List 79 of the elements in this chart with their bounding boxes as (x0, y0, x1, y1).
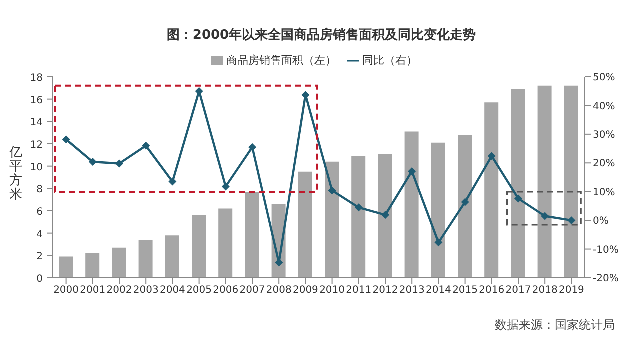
bar (245, 192, 260, 278)
y-tick-label: 6 (36, 207, 43, 218)
y2-tick-label: 40% (593, 101, 616, 112)
point (434, 238, 443, 247)
chart-title: 图：2000年以来全国商品房销售面积及同比变化走势 (166, 26, 478, 45)
y-tick-label: 2 (36, 252, 43, 263)
y2-tick-label: 30% (593, 130, 616, 141)
point (514, 194, 522, 203)
x-tick-label: 2015 (452, 285, 478, 296)
bar (511, 89, 526, 278)
point (488, 152, 496, 160)
x-tick-label: 2019 (558, 285, 584, 296)
x-tick-label: 2000 (54, 285, 80, 296)
bar (538, 86, 552, 278)
bar (59, 256, 73, 278)
point (142, 142, 150, 150)
point (461, 198, 470, 206)
bar (404, 132, 419, 278)
bar (218, 208, 233, 278)
legend-label: 商品房销售面积（左） (226, 54, 336, 67)
x-tick-label: 2006 (213, 285, 239, 296)
y-tick-label: 18 (30, 73, 43, 84)
bar (378, 154, 392, 278)
point (62, 136, 70, 144)
y2-tick-label: -10% (593, 244, 619, 256)
y2-tick-label: 50% (593, 72, 616, 84)
bar (431, 142, 446, 278)
y-tick-label: 0 (36, 274, 43, 285)
x-tick-label: 2005 (186, 285, 212, 296)
x-tick-label: 2010 (320, 285, 346, 296)
x-tick-label: 2002 (106, 285, 132, 296)
x-tick-label: 2001 (80, 285, 106, 296)
bar (458, 135, 472, 278)
y2-tick-label: 20% (593, 158, 616, 170)
y-tick-label: 10 (30, 162, 43, 174)
bar (112, 248, 126, 278)
x-tick-label: 2003 (133, 285, 159, 296)
bar (138, 240, 153, 278)
bar (484, 102, 499, 278)
x-tick-label: 2013 (399, 285, 425, 296)
x-tick-label: 2007 (240, 285, 266, 296)
bar (325, 162, 339, 278)
bar (192, 215, 206, 278)
bar (564, 86, 578, 278)
point (116, 160, 124, 168)
bar (165, 236, 180, 278)
point (382, 211, 390, 220)
legend-label: 同比（右） (362, 54, 418, 67)
point (248, 143, 256, 152)
bar (298, 172, 312, 278)
point (222, 182, 230, 191)
x-tick-label: 2004 (160, 285, 186, 296)
x-tick-label: 2014 (426, 285, 452, 296)
y-axis-title: 亿平方米 (8, 146, 22, 202)
point (168, 178, 177, 186)
x-tick-label: 2017 (506, 285, 532, 296)
y-tick-label: 12 (30, 140, 43, 151)
point (541, 212, 550, 220)
point (568, 216, 576, 225)
x-tick-label: 2018 (532, 285, 558, 296)
x-tick-label: 2011 (346, 285, 372, 296)
bar (86, 253, 100, 278)
y-tick-label: 14 (30, 118, 43, 129)
y2-tick-label: 0% (593, 216, 609, 228)
y2-tick-label: 10% (593, 187, 616, 198)
source-note: 数据来源：国家统计局 (494, 317, 616, 334)
point (354, 204, 363, 212)
bar (352, 156, 366, 278)
y-tick-label: 16 (30, 95, 43, 106)
x-tick-label: 2012 (372, 285, 398, 296)
y2-tick-label: -20% (593, 274, 619, 285)
point (328, 186, 336, 195)
x-tick-label: 2008 (266, 285, 292, 296)
y-tick-label: 8 (36, 184, 43, 196)
point (408, 167, 416, 176)
x-tick-label: 2016 (479, 285, 505, 296)
x-tick-label: 2009 (292, 285, 318, 296)
point (88, 158, 97, 166)
y-tick-label: 4 (36, 229, 43, 240)
